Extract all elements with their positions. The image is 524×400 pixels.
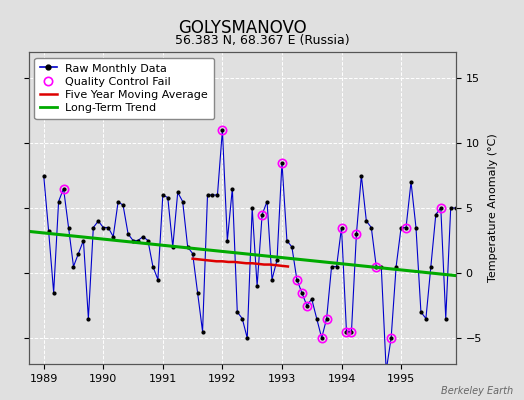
Title: GOLYSMANOVO: GOLYSMANOVO bbox=[178, 18, 307, 36]
Text: 56.383 N, 68.367 E (Russia): 56.383 N, 68.367 E (Russia) bbox=[174, 34, 350, 47]
Legend: Raw Monthly Data, Quality Control Fail, Five Year Moving Average, Long-Term Tren: Raw Monthly Data, Quality Control Fail, … bbox=[35, 58, 214, 119]
Y-axis label: Temperature Anomaly (°C): Temperature Anomaly (°C) bbox=[487, 134, 497, 282]
Text: Berkeley Earth: Berkeley Earth bbox=[441, 386, 514, 396]
